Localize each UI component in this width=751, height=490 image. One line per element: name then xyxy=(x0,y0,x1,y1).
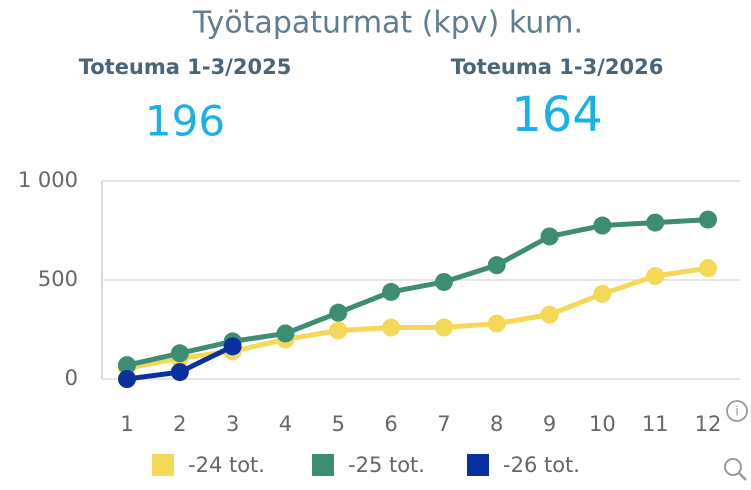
data-point xyxy=(540,305,559,324)
x-tick-label: 1 xyxy=(120,412,133,436)
x-tick-label: 9 xyxy=(543,412,556,436)
data-point xyxy=(170,344,189,363)
data-point xyxy=(540,227,559,246)
legend-swatch xyxy=(312,454,334,476)
x-tick-label: 12 xyxy=(695,412,722,436)
y-tick-label: 1 000 xyxy=(18,168,78,192)
y-tick-label: 500 xyxy=(38,267,78,291)
legend-label: -26 tot. xyxy=(503,453,580,477)
data-point xyxy=(646,213,665,232)
data-point xyxy=(382,282,401,301)
data-point xyxy=(699,259,717,278)
x-tick-label: 10 xyxy=(589,412,616,436)
data-point xyxy=(593,216,612,235)
data-point xyxy=(699,210,717,229)
data-point xyxy=(118,370,136,388)
y-tick-label: 0 xyxy=(65,366,78,390)
kpi-value: 196 xyxy=(145,97,225,146)
data-point xyxy=(329,303,348,322)
search-icon[interactable] xyxy=(724,458,747,481)
x-tick-label: 2 xyxy=(173,412,186,436)
x-tick-label: 3 xyxy=(226,412,239,436)
data-point xyxy=(276,324,295,343)
legend-label: -25 tot. xyxy=(348,453,425,477)
series-line xyxy=(126,217,709,368)
chart-title: Työtapaturmat (kpv) kum. xyxy=(192,6,583,41)
x-tick-label: 4 xyxy=(279,412,292,436)
x-tick-label: 11 xyxy=(642,412,669,436)
data-point xyxy=(434,318,453,337)
data-point xyxy=(646,267,665,286)
data-point xyxy=(434,272,453,291)
x-tick-label: 8 xyxy=(490,412,503,436)
data-point xyxy=(487,256,506,275)
kpi-label: Toteuma 1-3/2026 xyxy=(451,55,664,79)
data-point xyxy=(593,284,612,303)
kpi-value: 164 xyxy=(511,87,603,143)
x-tick-label: 6 xyxy=(384,412,397,436)
data-point xyxy=(118,356,136,375)
legend-swatch xyxy=(152,454,174,476)
data-point xyxy=(223,337,242,356)
legend-swatch xyxy=(467,454,489,476)
x-tick-label: 7 xyxy=(437,412,450,436)
data-point xyxy=(329,321,348,340)
legend-label: -24 tot. xyxy=(188,453,265,477)
data-point xyxy=(487,314,506,333)
kpi-label: Toteuma 1-3/2025 xyxy=(79,55,292,79)
info-icon[interactable]: i xyxy=(726,400,748,422)
data-point xyxy=(382,318,401,337)
svg-text:i: i xyxy=(735,405,739,420)
data-point xyxy=(170,363,189,382)
x-tick-label: 5 xyxy=(332,412,345,436)
